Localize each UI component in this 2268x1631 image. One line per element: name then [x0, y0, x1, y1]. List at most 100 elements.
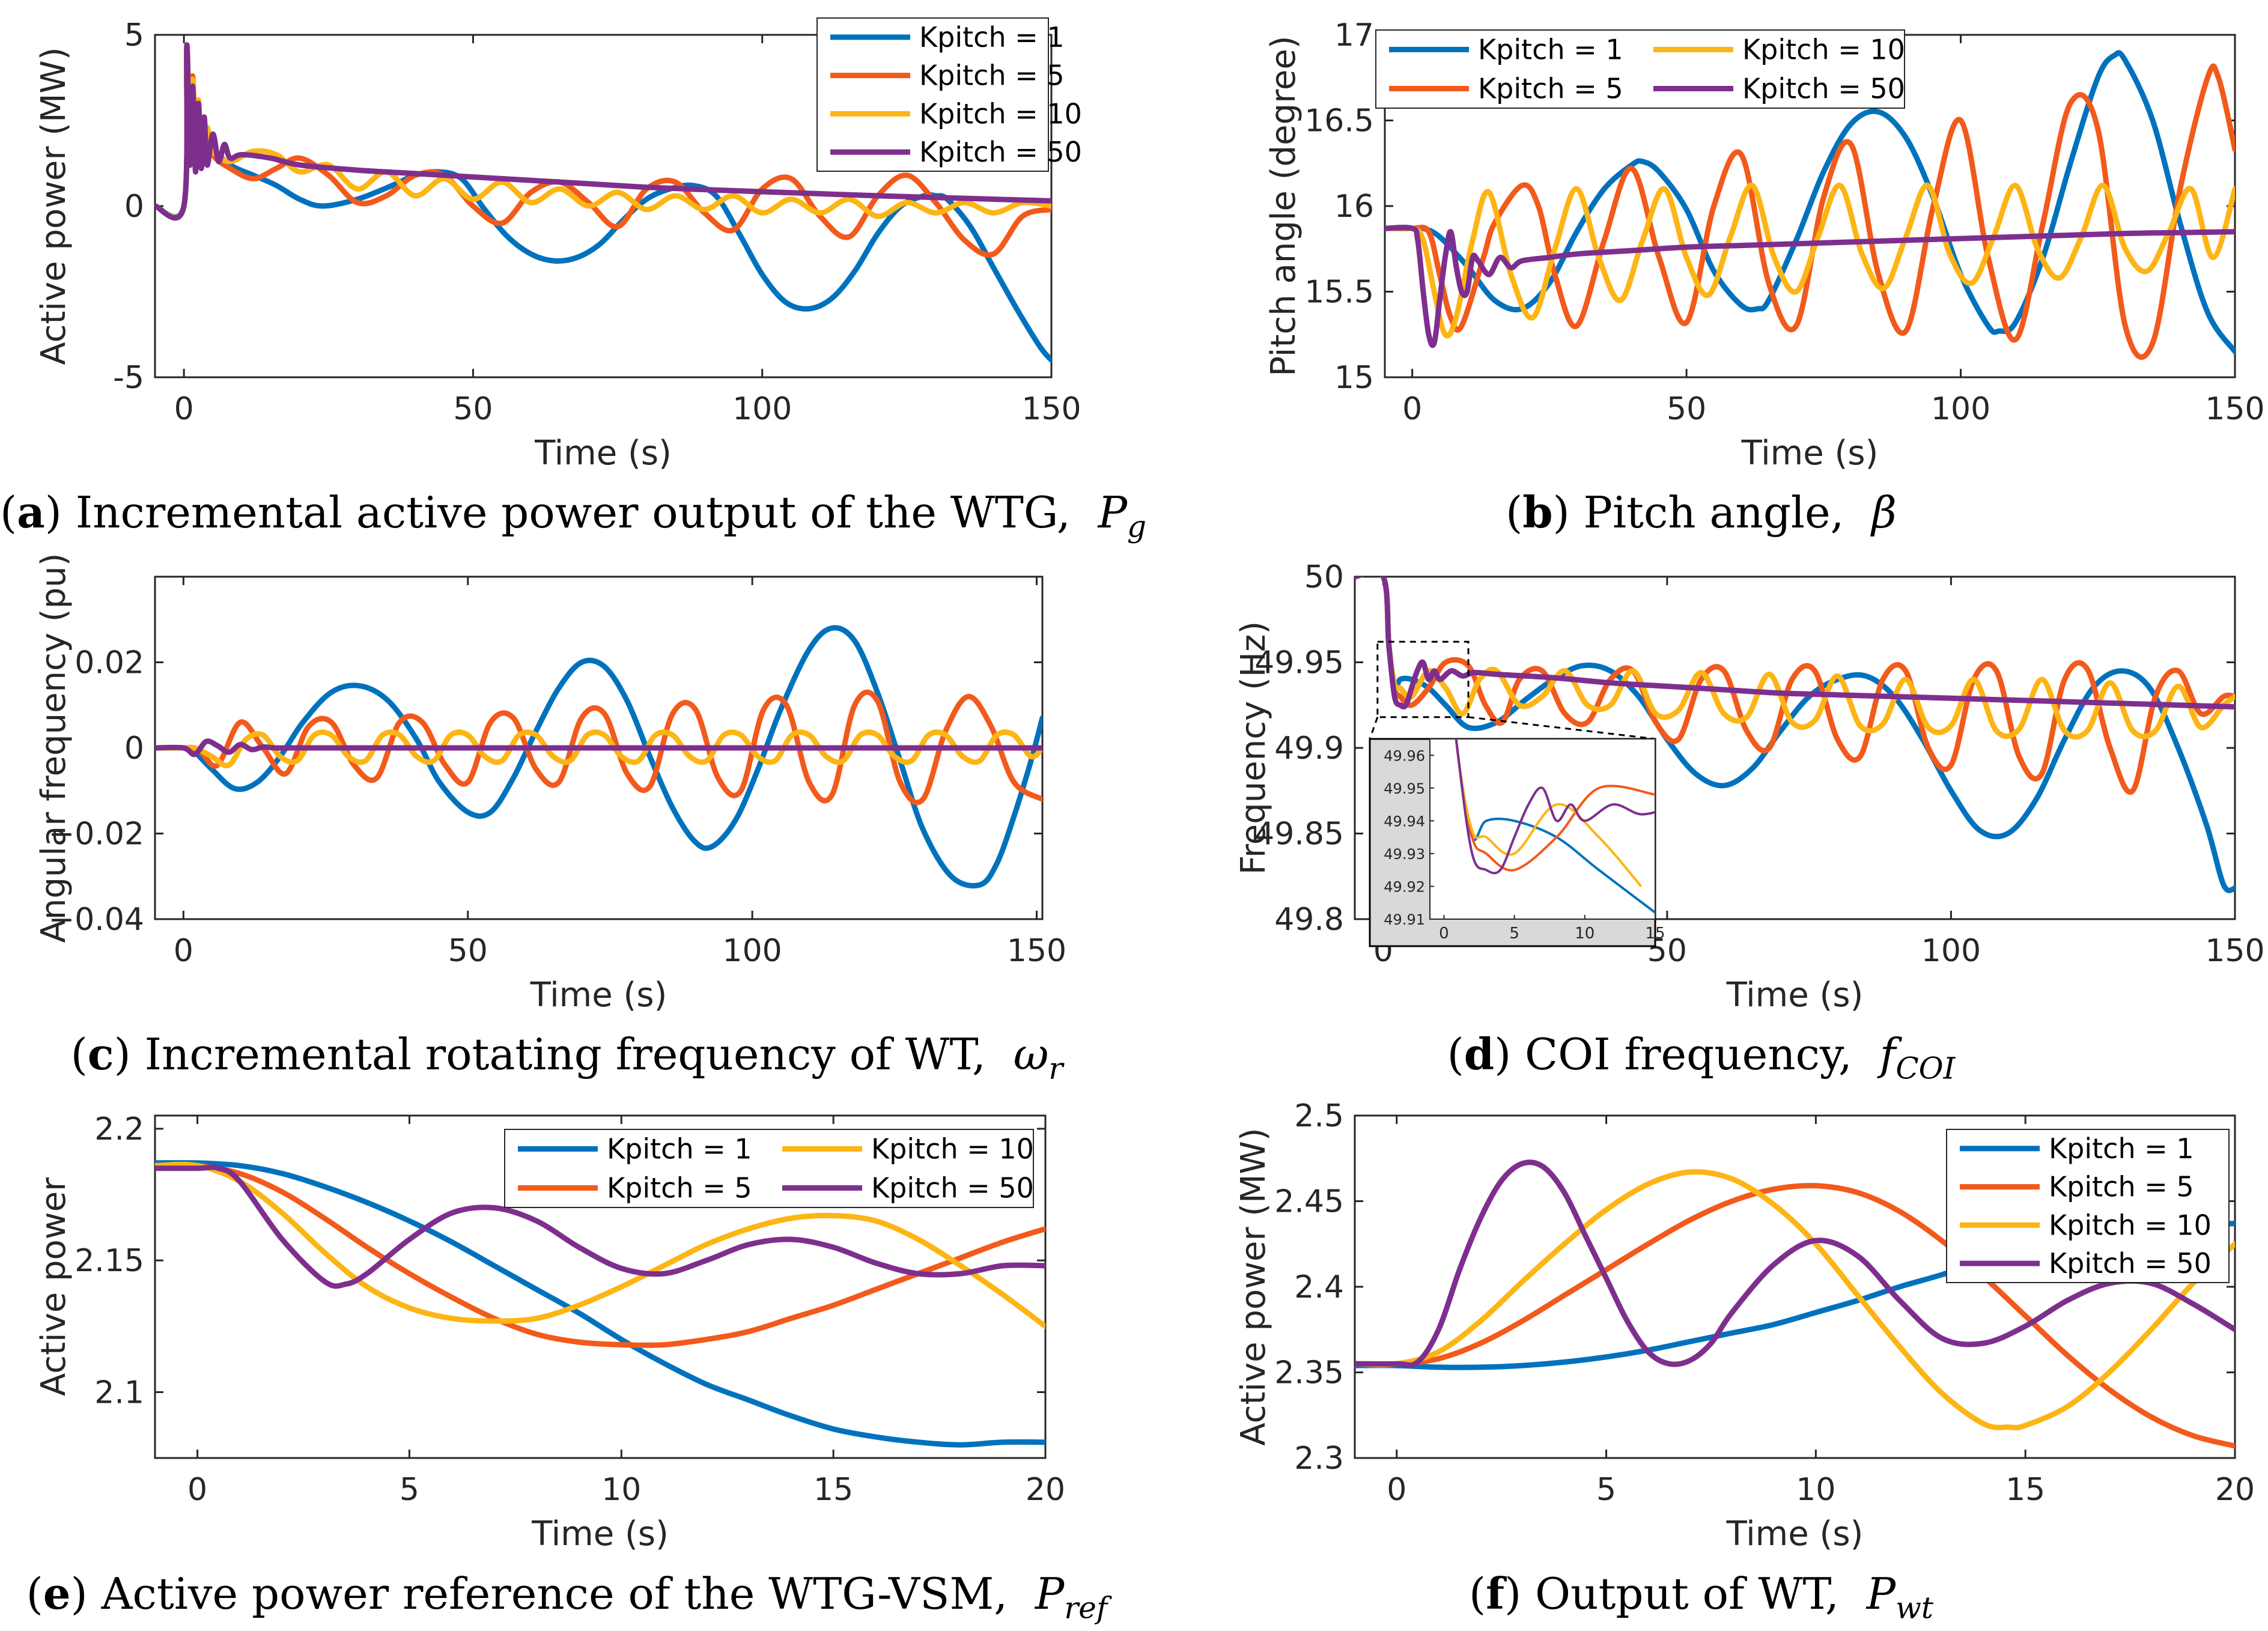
y-tick-label: −0.02 — [49, 816, 144, 852]
x-tick-label: 20 — [1026, 1472, 1065, 1508]
series-line-kpitch-50 — [1385, 225, 2235, 348]
series-group — [1385, 50, 2235, 360]
series-line-kpitch-50 — [1355, 1159, 2235, 1368]
caption-c: (c) Incremental rotating frequency of WT… — [70, 1028, 1063, 1086]
inset-y-tick-label: 49.92 — [1384, 878, 1425, 895]
inset-y-tick-label: 49.94 — [1384, 813, 1425, 830]
legend-label: Kpitch = 5 — [607, 1172, 752, 1204]
x-tick-label: 50 — [1667, 391, 1706, 427]
x-axis-label: Time (s) — [534, 434, 672, 473]
series-group — [155, 625, 1042, 888]
legend-label: Kpitch = 1 — [607, 1133, 752, 1165]
inset-series-group — [1455, 739, 1655, 914]
y-axis-label: Angular frequency (pu) — [34, 553, 73, 943]
legend-label: Kpitch = 5 — [1478, 73, 1623, 105]
x-tick-label: 10 — [601, 1472, 641, 1508]
zoom-region-box — [1376, 640, 1470, 718]
x-tick-label: 10 — [1796, 1472, 1835, 1508]
legend-box — [1946, 1129, 2230, 1283]
x-tick-label: 20 — [2215, 1472, 2255, 1508]
x-tick-label: 100 — [1931, 391, 1990, 427]
caption-e: (e) Active power reference of the WTG-VS… — [26, 1568, 1108, 1626]
y-tick-label: 2.1 — [94, 1374, 144, 1411]
y-axis-label: Frequency (Hz) — [1234, 621, 1273, 875]
series-line-kpitch-5 — [155, 1162, 1045, 1348]
x-tick-label: 15 — [2005, 1472, 2045, 1508]
y-axis-label: Active power (MW) — [34, 47, 73, 365]
y-axis-label: Pitch angle (degree) — [1264, 35, 1303, 376]
inset-y-tick-label: 49.93 — [1384, 846, 1425, 863]
series-line-kpitch-5 — [1385, 63, 2235, 360]
chart-e: 0 5 10 15 20 2.1 2.15 2.2 Time (s) Active power Kp… — [34, 1111, 1065, 1554]
inset-x-tick-label: 0 — [1439, 925, 1449, 943]
series-line-kpitch-1 — [155, 625, 1042, 888]
series-line-kpitch-10 — [155, 1161, 1045, 1329]
x-tick-label: 100 — [1921, 933, 1981, 969]
y-tick-label: 49.95 — [1254, 645, 1344, 681]
x-axis-label: Time (s) — [1726, 1514, 1864, 1554]
x-tick-label: 5 — [400, 1472, 419, 1508]
x-tick-label: 0 — [187, 1472, 207, 1508]
legend-label: Kpitch = 1 — [1478, 34, 1623, 66]
y-tick-label: 2.2 — [94, 1111, 144, 1147]
caption-f: (f) Output of WT, Pwt — [1468, 1568, 1933, 1626]
legend-label: Kpitch = 50 — [871, 1172, 1034, 1204]
y-tick-label: 2.5 — [1294, 1098, 1344, 1134]
y-tick-label: 15 — [1334, 360, 1374, 396]
legend-label: Kpitch = 5 — [919, 59, 1065, 92]
x-tick-label: 0 — [174, 933, 193, 969]
inset-y-tick-label: 49.95 — [1384, 780, 1425, 797]
caption-d: (d) COI frequency, fCOI — [1447, 1028, 1956, 1086]
legend-label: Kpitch = 5 — [2049, 1171, 2194, 1203]
inset-x-tick-label: 5 — [1509, 925, 1519, 943]
x-tick-label: 0 — [1402, 391, 1422, 427]
y-tick-label: 49.9 — [1274, 730, 1344, 767]
chart-c: 0 50 100 150 −0.04 −0.02 0 0.02 Time (s) Angular … — [34, 553, 1066, 1015]
y-tick-label: 0 — [124, 189, 144, 225]
y-tick-label: 2.3 — [1294, 1441, 1344, 1477]
inset-x-tick-label: 10 — [1575, 925, 1595, 943]
x-tick-label: 100 — [723, 933, 782, 969]
series-group — [155, 1160, 1045, 1448]
chart-b: 0 50 100 150 15 15.5 16 16.5 17 Time (s) Pitch ang… — [1264, 17, 2265, 473]
series-group — [155, 42, 1051, 363]
y-tick-label: 16.5 — [1304, 103, 1374, 139]
x-tick-label: 150 — [1007, 933, 1066, 969]
x-axis-label: Time (s) — [1741, 434, 1879, 473]
x-axis-label: Time (s) — [531, 1514, 669, 1554]
caption-b: (b) Pitch angle, β — [1506, 487, 1897, 538]
inset-y-tick-label: 49.96 — [1384, 747, 1425, 764]
series-line-kpitch-50 — [1355, 577, 2235, 710]
zoom-connector — [1468, 716, 1656, 740]
inset-series-line — [1455, 739, 1655, 875]
series-line-kpitch-10 — [1355, 577, 2235, 740]
chart-a: 0 50 100 150 -5 0 5 Time (s) Active power (MW) Kp… — [34, 17, 1082, 473]
y-axis-label: Active power — [34, 1177, 73, 1396]
series-group — [1355, 1159, 2235, 1449]
x-tick-label: 100 — [732, 391, 792, 427]
x-axis-label: Time (s) — [530, 976, 667, 1015]
x-tick-label: 0 — [1387, 1472, 1406, 1508]
y-tick-label: 2.15 — [74, 1243, 144, 1279]
legend-box — [1375, 29, 1905, 109]
legend-label: Kpitch = 1 — [2049, 1132, 2194, 1165]
y-tick-label: 5 — [124, 17, 144, 53]
y-tick-label: 17 — [1334, 17, 1374, 53]
x-tick-label: 50 — [453, 391, 493, 427]
y-tick-label: -5 — [113, 360, 144, 396]
x-tick-label: 50 — [448, 933, 488, 969]
x-tick-label: 0 — [174, 391, 194, 427]
y-tick-label: 0.02 — [74, 645, 144, 681]
legend: Kpitch = 1 Kpitch = 5 Kpitch = 10 Kpitch = … — [816, 17, 1082, 172]
legend-label: Kpitch = 50 — [2049, 1247, 2212, 1280]
y-axis-label: Active power (MW) — [1234, 1128, 1273, 1445]
x-tick-label: 15 — [813, 1472, 853, 1508]
legend: Kpitch = 1 Kpitch = 5 Kpitch = 10 Kpitch = … — [1375, 29, 1905, 109]
series-line-kpitch-50 — [155, 42, 1051, 221]
y-tick-label: 2.35 — [1274, 1355, 1344, 1391]
x-tick-label: 150 — [2205, 391, 2264, 427]
y-tick-label: 15.5 — [1304, 275, 1374, 311]
legend-label: Kpitch = 50 — [1742, 73, 1905, 105]
y-tick-label: 0 — [124, 730, 144, 767]
